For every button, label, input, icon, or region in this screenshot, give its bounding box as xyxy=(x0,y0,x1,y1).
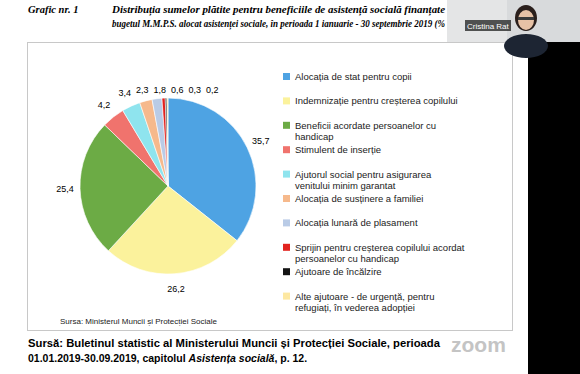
legend-swatch xyxy=(283,171,290,178)
legend-line: Beneficii acordate persoanelor cu xyxy=(295,120,436,131)
data-label: 4,2 xyxy=(98,100,111,110)
legend-swatch xyxy=(283,122,290,129)
pie-slice xyxy=(162,98,168,186)
legend-line: persoanelor cu handicap xyxy=(295,253,399,264)
legend-swatch xyxy=(283,244,290,251)
legend-line: Sprijin pentru creșterea copilului acord… xyxy=(295,242,465,253)
legend-label: Ajutorul social pentru asigurareavenitul… xyxy=(295,169,432,191)
data-label: 35,7 xyxy=(252,136,270,146)
chart-source: Sursa: Ministerul Muncii și Protecției S… xyxy=(60,317,217,326)
legend-swatch xyxy=(283,146,290,153)
legend-label: Beneficii acordate persoanelor cuhandica… xyxy=(295,120,436,142)
legend-label: Alocația de stat pentru copii xyxy=(295,71,412,82)
caption-part: Asistența socială xyxy=(188,352,275,364)
pie-slice xyxy=(165,98,168,186)
caption: Sursă: Buletinul statistic al Ministerul… xyxy=(28,337,440,349)
legend-swatch xyxy=(283,219,290,226)
legend-label: Alte ajutoare - de urgență, pentrurefugi… xyxy=(295,291,434,313)
name-badge xyxy=(465,20,511,31)
data-label: 3,4 xyxy=(119,88,132,98)
person-face xyxy=(518,10,534,30)
person-body xyxy=(504,34,548,58)
data-label: 1,8 xyxy=(154,85,167,95)
legend-line: Alocația de stat pentru copii xyxy=(295,71,412,82)
legend-line: refugiați, în vederea adopției xyxy=(295,302,415,313)
legend-line: Alocația de susținere a familiei xyxy=(295,193,423,204)
pie xyxy=(80,98,256,274)
video-tile: Cristina Rat xyxy=(447,0,580,58)
legend-line: Alocația lunară de plasament xyxy=(295,217,418,228)
data-label: 26,2 xyxy=(167,284,185,294)
legend-line: Stimulent de inserție xyxy=(295,144,381,155)
legend-line: Ajutoare de încălzire xyxy=(295,266,382,277)
background xyxy=(0,0,580,374)
legend-swatch xyxy=(283,195,290,202)
participant-name: Cristina Rat xyxy=(467,22,510,31)
chart-title: Distribuția sumelor plătite pentru benef… xyxy=(111,4,445,16)
screen-edge xyxy=(528,42,580,374)
legend-label: Alocația lunară de plasament xyxy=(295,217,418,228)
person-hair xyxy=(515,5,537,31)
legend-swatch xyxy=(283,268,290,275)
legend-line: Indemnizație pentru creșterea copilului xyxy=(295,95,458,106)
legend-line: Alte ajutoare - de urgență, pentru xyxy=(295,291,434,302)
zoom-logo: zoom xyxy=(451,333,506,356)
pie-slice xyxy=(167,98,168,186)
caption-part: 01.01.2019-30.09.2019, capitolul xyxy=(28,352,186,364)
legend-swatch xyxy=(283,293,290,300)
legend-line: venitului minim garantat xyxy=(295,180,396,191)
legend-label: Indemnizație pentru creșterea copilului xyxy=(295,95,458,106)
data-label: 25,4 xyxy=(56,184,74,194)
legend-label: Ajutoare de încălzire xyxy=(295,266,382,277)
data-label: 0,2 xyxy=(206,85,219,95)
legend-swatch xyxy=(283,97,290,104)
video-bg xyxy=(447,0,580,42)
legend-label: Sprijin pentru creșterea copilului acord… xyxy=(295,242,465,264)
legend-line: handicap xyxy=(295,131,334,142)
legend-label: Stimulent de inserție xyxy=(295,144,381,155)
legend-line: Ajutorul social pentru asigurarea xyxy=(295,169,432,180)
pie-slice xyxy=(152,98,168,186)
data-label: 0,3 xyxy=(189,85,202,95)
chart-frame xyxy=(28,43,513,331)
caption: 01.01.2019-30.09.2019, capitolulAsistenț… xyxy=(28,352,307,364)
data-label: 2,3 xyxy=(136,85,149,95)
person-glasses xyxy=(518,17,534,20)
legend-swatch xyxy=(283,73,290,80)
caption-part: , p. 12. xyxy=(274,352,307,364)
data-labels: 35,7 26,2 25,4 4,2 3,4 2,3 1,8 0,6 0,3 0,2 xyxy=(56,85,269,294)
data-label: 0,6 xyxy=(171,85,184,95)
chart-title: bugetul M.M.P.S. alocat asistenței socia… xyxy=(112,18,445,30)
legend-label: Alocația de susținere a familiei xyxy=(295,193,423,204)
legend: Alocația de stat pentru copii Indemnizați… xyxy=(283,71,465,313)
figure-label: Grafic nr. 1 xyxy=(28,4,78,15)
